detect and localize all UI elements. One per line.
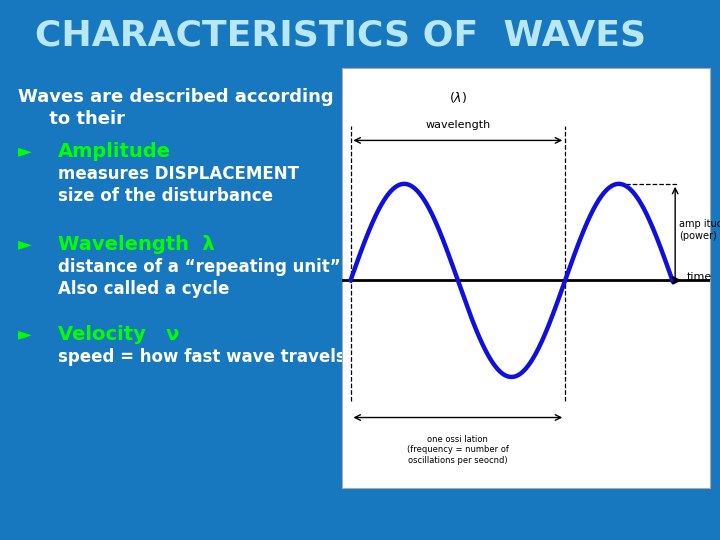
Text: time: time bbox=[687, 272, 712, 281]
Text: speed = how fast wave travels: speed = how fast wave travels bbox=[58, 348, 346, 366]
Text: ►: ► bbox=[18, 235, 32, 253]
Text: distance of a “repeating unit”: distance of a “repeating unit” bbox=[58, 258, 341, 276]
Text: Also called a cycle: Also called a cycle bbox=[58, 280, 230, 298]
Text: Wavelength  λ: Wavelength λ bbox=[58, 235, 215, 254]
Text: ►: ► bbox=[18, 325, 32, 343]
Bar bbox=[342, 68, 710, 488]
Text: wavelength: wavelength bbox=[426, 120, 490, 130]
Text: Waves are described according: Waves are described according bbox=[18, 88, 333, 106]
Text: measures DISPLACEMENT: measures DISPLACEMENT bbox=[58, 165, 299, 183]
Text: Amplitude: Amplitude bbox=[58, 142, 171, 161]
Text: to their: to their bbox=[18, 110, 125, 128]
Bar bbox=[0, 0, 720, 70]
Text: amp ituce
(power): amp ituce (power) bbox=[679, 219, 720, 241]
Text: one ossi lation
(frequency = number of
oscillations per seocnd): one ossi lation (frequency = number of o… bbox=[407, 435, 509, 465]
Text: CHARACTERISTICS OF  WAVES: CHARACTERISTICS OF WAVES bbox=[35, 18, 646, 52]
Text: $(\lambda)$: $(\lambda)$ bbox=[449, 90, 467, 105]
Text: Velocity   ν: Velocity ν bbox=[58, 325, 179, 344]
Text: ►: ► bbox=[18, 142, 32, 160]
Text: size of the disturbance: size of the disturbance bbox=[58, 187, 273, 205]
